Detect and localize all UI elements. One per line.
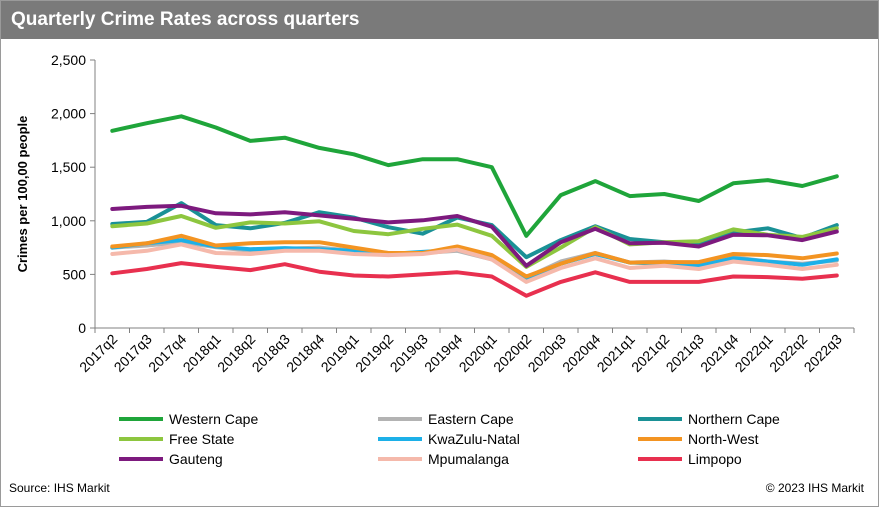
series-line-limpopo xyxy=(110,261,839,298)
series-line-gauteng xyxy=(110,203,839,268)
y-tick-label: 500 xyxy=(63,266,87,282)
y-axis-label: Crimes per 100,00 people xyxy=(15,116,30,273)
legend-label-mpumalanga: Mpumalanga xyxy=(428,451,509,467)
legend-label-western-cape: Western Cape xyxy=(169,411,258,427)
legend-label-free-state: Free State xyxy=(169,431,235,447)
y-tick-label: 2,500 xyxy=(51,52,86,68)
source-note: Source: IHS Markit xyxy=(9,481,110,495)
x-tick-label: 2022q3 xyxy=(801,331,845,375)
legend-label-gauteng: Gauteng xyxy=(169,451,223,467)
legend-label-north-west: North-West xyxy=(688,431,759,447)
legend-label-limpopo: Limpopo xyxy=(688,451,742,467)
y-tick-label: 0 xyxy=(78,320,86,336)
y-tick-label: 2,000 xyxy=(51,106,86,122)
y-tick-label: 1,500 xyxy=(51,159,86,175)
y-tick-label: 1,000 xyxy=(51,213,86,229)
legend-label-kwazulu-natal: KwaZulu-Natal xyxy=(428,431,520,447)
copyright-note: © 2023 IHS Markit xyxy=(765,481,864,495)
chart-title: Quarterly Crime Rates across quarters xyxy=(11,9,360,30)
series-line-western-cape xyxy=(110,114,839,238)
title-bar: Quarterly Crime Rates across quarters xyxy=(1,1,878,39)
series-line-north-west xyxy=(110,233,839,279)
legend-label-eastern-cape: Eastern Cape xyxy=(428,411,514,427)
legend-label-northern-cape: Northern Cape xyxy=(688,411,780,427)
series-line-free-state xyxy=(110,214,839,269)
series-line-mpumalanga xyxy=(110,242,839,284)
